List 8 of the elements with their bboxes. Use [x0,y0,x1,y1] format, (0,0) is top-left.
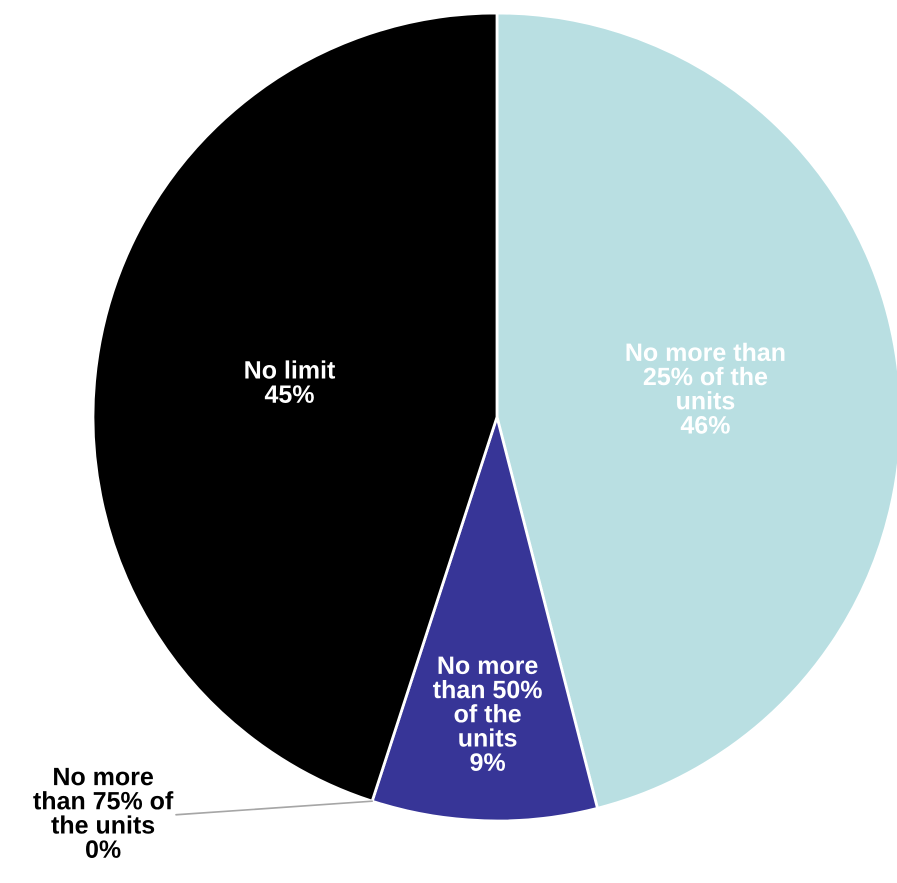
slice-label: No more than 50% of the units [433,656,542,747]
slice-label: No limit [245,360,336,379]
data-label: 9% [470,753,506,771]
slice-label: No more than 25% of the units [626,342,784,410]
data-label: 45% [264,385,314,403]
category-label: No more than 75% of the units [33,768,174,834]
data-label: 46% [680,416,730,434]
text: 0% [86,840,121,858]
